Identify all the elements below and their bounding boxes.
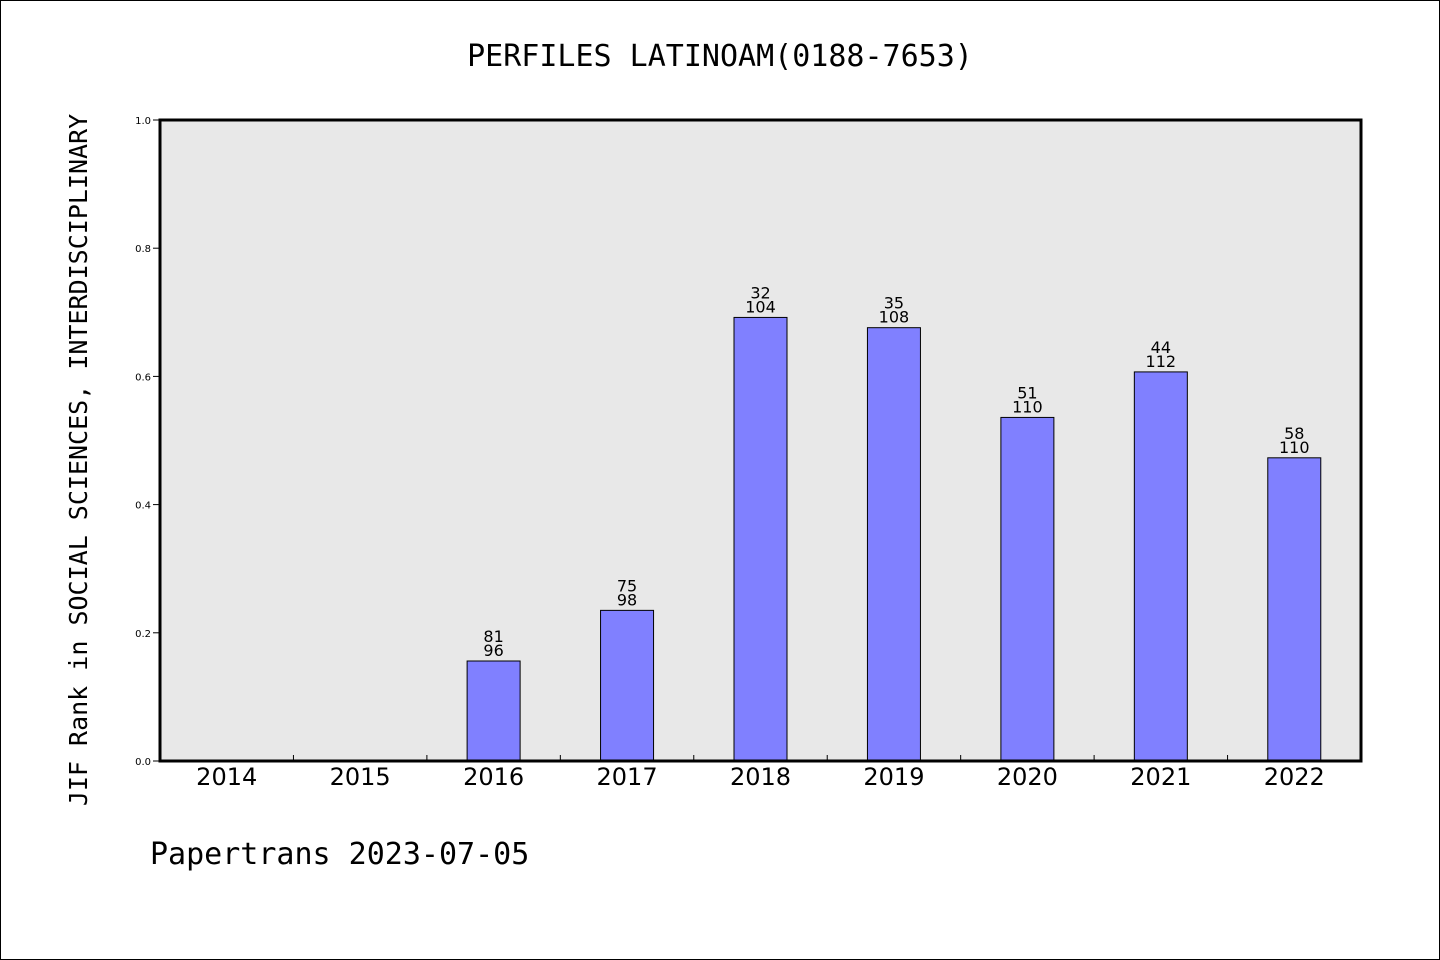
bar-2020 — [1000, 416, 1055, 762]
bar-2016 — [466, 660, 521, 762]
footer-text: Papertrans 2023-07-05 — [150, 837, 529, 872]
bar-rank-label: 35 — [884, 294, 904, 313]
bar-rank-label: 32 — [750, 283, 770, 302]
y-axis: 0.0 0.2 0.4 0.6 0.8 1.0 — [135, 116, 160, 768]
x-tick-label: 2016 — [463, 763, 524, 791]
bar-total-label: 104 — [745, 297, 776, 316]
y-axis-label: JIF Rank in SOCIAL SCIENCES, INTERDISCIP… — [64, 114, 93, 806]
bar-rank-label: 51 — [1017, 383, 1037, 402]
x-tick-label: 2022 — [1264, 763, 1325, 791]
y-tick-label: 1.0 — [135, 116, 151, 127]
x-tick-label: 2021 — [1130, 763, 1191, 791]
chart-title: PERFILES LATINOAM(0188-7653) — [467, 39, 973, 74]
bar-total-label: 112 — [1146, 352, 1177, 371]
bar-rank-label: 58 — [1284, 424, 1304, 443]
bar-2021 — [1133, 371, 1188, 762]
y-tick-label: 0.2 — [135, 629, 151, 640]
x-tick-label: 2018 — [730, 763, 791, 791]
x-tick-label: 2014 — [196, 763, 257, 791]
y-tick-label: 0.6 — [135, 372, 151, 383]
plot-border — [158, 118, 1363, 763]
bar-total-label: 110 — [1012, 397, 1043, 416]
x-tick-label: 2020 — [997, 763, 1058, 791]
bar-rank-label: 44 — [1151, 338, 1171, 357]
y-tick-label: 0.0 — [135, 757, 151, 768]
x-tick-label: 2019 — [863, 763, 924, 791]
x-tick-label: 2017 — [597, 763, 658, 791]
x-axis: 2014 2015 2016 2017 2018 2019 2020 2021 2022 — [196, 755, 1325, 791]
bar-2019 — [866, 327, 921, 762]
bar-2022 — [1267, 457, 1322, 762]
bar-total-label: 96 — [483, 641, 503, 660]
y-tick-label: 0.8 — [135, 244, 151, 255]
x-tick-label: 2015 — [330, 763, 391, 791]
bar-total-label: 108 — [879, 308, 910, 327]
bar-total-label: 98 — [617, 590, 637, 609]
bar-rank-label: 81 — [483, 627, 503, 646]
bar-2018 — [733, 316, 788, 762]
bar-rank-label: 75 — [617, 576, 637, 595]
bar-total-label: 110 — [1279, 438, 1310, 457]
bar-2017 — [600, 609, 655, 762]
y-tick-label: 0.4 — [135, 501, 151, 512]
